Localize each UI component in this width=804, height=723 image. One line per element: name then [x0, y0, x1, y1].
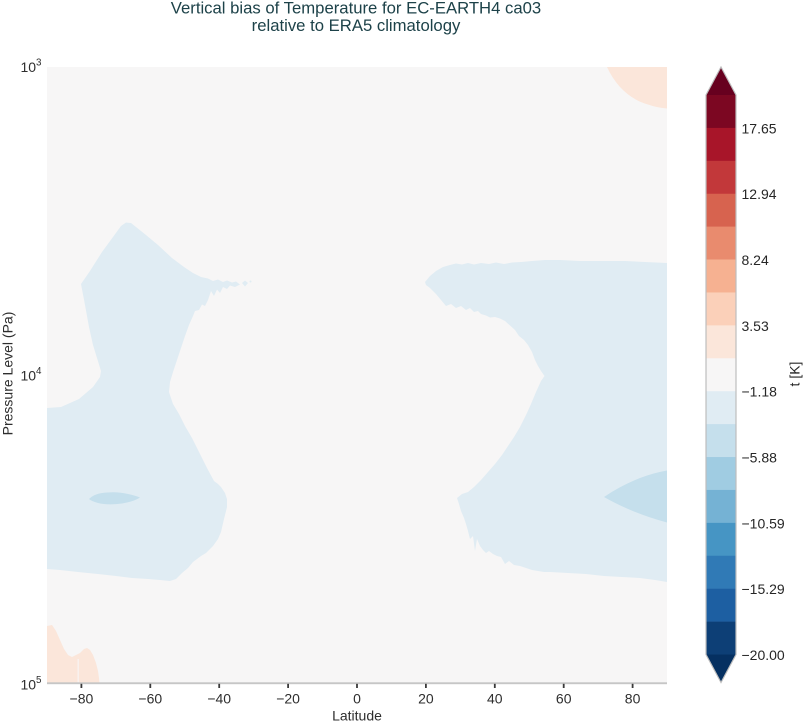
svg-text:17.65: 17.65: [742, 120, 777, 136]
svg-text:−5.88: −5.88: [742, 450, 778, 466]
svg-text:12.94: 12.94: [742, 186, 777, 202]
svg-text:−20.00: −20.00: [742, 647, 785, 663]
svg-text:relative to ERA5 climatology: relative to ERA5 climatology: [252, 16, 461, 35]
svg-text:−1.18: −1.18: [742, 384, 778, 400]
svg-text:80: 80: [625, 691, 641, 707]
svg-text:60: 60: [556, 691, 572, 707]
svg-text:−40: −40: [207, 691, 231, 707]
svg-text:Latitude: Latitude: [332, 708, 382, 723]
svg-text:3.53: 3.53: [742, 318, 769, 334]
svg-text:−60: −60: [138, 691, 162, 707]
svg-text:Pressure Level (Pa): Pressure Level (Pa): [0, 312, 16, 436]
svg-text:20: 20: [418, 691, 434, 707]
svg-text:40: 40: [487, 691, 503, 707]
svg-text:−20: −20: [276, 691, 300, 707]
svg-text:−10.59: −10.59: [742, 515, 785, 531]
svg-text:0: 0: [353, 691, 361, 707]
svg-text:Vertical bias of Temperature f: Vertical bias of Temperature for EC-EART…: [171, 0, 541, 17]
svg-text:t [K]: t [K]: [787, 362, 803, 387]
svg-text:8.24: 8.24: [742, 252, 769, 268]
svg-text:−15.29: −15.29: [742, 581, 785, 597]
svg-text:−80: −80: [70, 691, 94, 707]
